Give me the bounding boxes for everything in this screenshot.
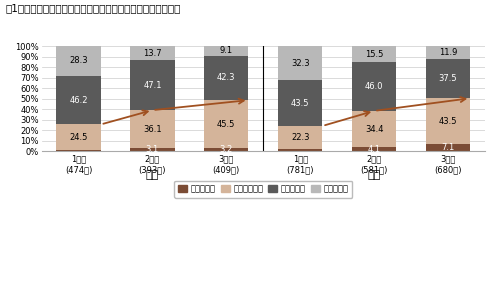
Text: 22.3: 22.3 [291, 133, 310, 142]
Text: 34.4: 34.4 [365, 125, 384, 133]
Text: 9.1: 9.1 [220, 46, 233, 55]
Bar [56, 150, 100, 151]
Text: 43.5: 43.5 [439, 117, 458, 125]
Bar [56, 125, 100, 150]
Bar [56, 46, 100, 76]
Text: 図1　担当業務を遂行するために必要な知識・技能の自己評価: 図1 担当業務を遂行するために必要な知識・技能の自己評価 [5, 3, 180, 13]
Bar [204, 55, 248, 100]
Bar [426, 58, 470, 98]
Text: 28.3: 28.3 [69, 56, 88, 65]
Text: 3.1: 3.1 [146, 145, 159, 154]
Bar [278, 46, 322, 80]
Bar [352, 46, 397, 62]
Bar [426, 46, 470, 58]
Text: 37.5: 37.5 [438, 74, 458, 83]
Text: 3.2: 3.2 [220, 145, 233, 154]
Legend: 十分にある, ある程度ある, やや不十分, 全く不十分: 十分にある, ある程度ある, やや不十分, 全く不十分 [174, 181, 352, 198]
Bar [352, 147, 397, 151]
Bar [130, 61, 174, 110]
Text: 45.5: 45.5 [217, 120, 236, 129]
Text: 15.5: 15.5 [365, 50, 384, 59]
Bar [352, 62, 397, 111]
Bar [204, 148, 248, 151]
Bar [278, 149, 322, 151]
Bar [426, 144, 470, 151]
Bar [204, 46, 248, 55]
Bar [130, 46, 174, 61]
Text: 24.5: 24.5 [70, 133, 87, 142]
Text: 11.9: 11.9 [439, 48, 457, 57]
Text: 男性: 男性 [368, 170, 381, 181]
Bar [204, 100, 248, 148]
Text: 4.1: 4.1 [368, 145, 380, 154]
Text: 46.2: 46.2 [69, 96, 87, 105]
Text: 32.3: 32.3 [291, 58, 310, 68]
Bar [426, 98, 470, 144]
Text: 43.5: 43.5 [291, 99, 310, 107]
Bar [130, 148, 174, 151]
Bar [278, 126, 322, 149]
Text: 13.7: 13.7 [143, 49, 162, 58]
Text: 42.3: 42.3 [217, 73, 236, 82]
Bar [130, 110, 174, 148]
Text: 47.1: 47.1 [143, 81, 162, 90]
Text: 7.1: 7.1 [442, 143, 454, 152]
Text: 女性: 女性 [146, 170, 159, 181]
Bar [352, 111, 397, 147]
Bar [56, 76, 100, 125]
Text: 36.1: 36.1 [143, 125, 162, 134]
Text: 46.0: 46.0 [365, 82, 384, 91]
Bar [278, 80, 322, 126]
